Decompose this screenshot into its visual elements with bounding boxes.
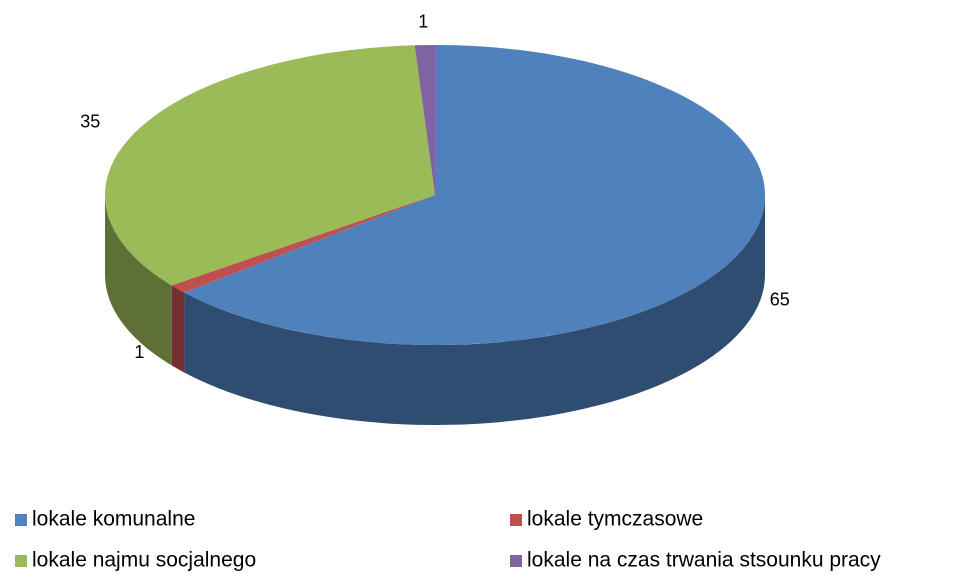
pie-side [171, 285, 185, 373]
pie-slice [104, 45, 436, 286]
data-label: 65 [770, 289, 790, 309]
legend-swatch [15, 555, 27, 567]
pie-slice [414, 45, 435, 195]
legend-label: lokale na czas trwania stsounku pracy [527, 549, 881, 572]
pie-side [184, 195, 766, 425]
legend-label: lokale najmu socjalnego [32, 549, 256, 572]
pie-side [105, 195, 172, 366]
data-label: 1 [134, 342, 144, 362]
legend-label: lokale komunalne [32, 508, 195, 531]
legend-swatch [510, 514, 522, 526]
pie-slice [184, 45, 765, 345]
pie-slice [171, 195, 436, 293]
legend-swatch [15, 514, 27, 526]
data-label: 1 [418, 11, 428, 31]
legend-label: lokale tymczasowe [527, 508, 703, 531]
legend-swatch [510, 555, 522, 567]
data-label: 35 [80, 112, 100, 132]
